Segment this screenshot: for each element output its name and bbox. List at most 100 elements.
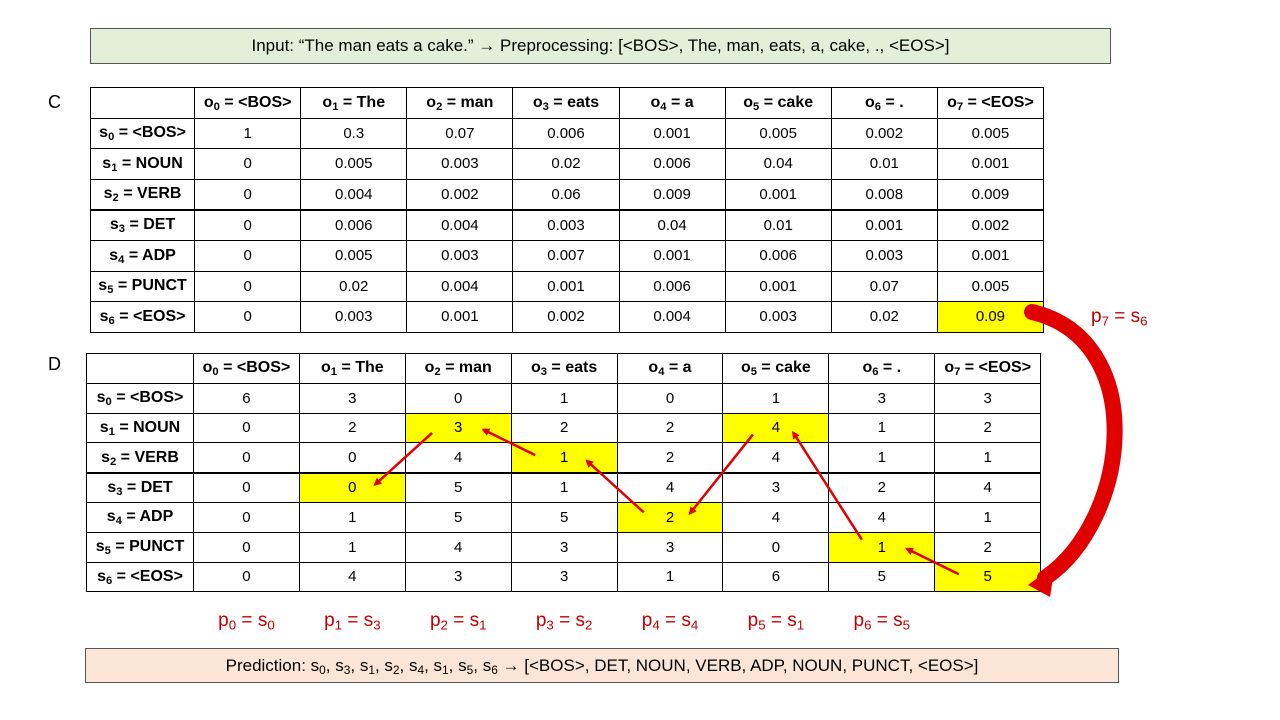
p-symbol: p3 = xyxy=(535,610,576,633)
table-cell: 0.001 xyxy=(936,239,1045,272)
row-label: s2 = VERB xyxy=(101,448,179,468)
table-cell: 0.008 xyxy=(830,178,938,211)
table-cell: 4 xyxy=(298,561,406,593)
path-label: p4 = s4 xyxy=(642,610,699,632)
table-cell: 0.002 xyxy=(936,208,1045,241)
row-label: s5 = PUNCT xyxy=(95,538,185,557)
table-c-col-header: o5 = cake xyxy=(724,87,832,119)
table-cell: 0 xyxy=(194,178,302,211)
s-symbol: s4 xyxy=(681,610,699,633)
table-d-col-header: o5 = cake xyxy=(722,353,830,384)
table-cell: 0.3 xyxy=(300,117,408,150)
table-d-row-header: s6 = <EOS> xyxy=(86,561,194,593)
table-cell: 3 xyxy=(298,382,406,414)
table-cell: 0.02 xyxy=(830,301,938,333)
column-label: o2 = man xyxy=(426,93,494,113)
s-symbol: s3 xyxy=(363,610,381,633)
table-d-label: D xyxy=(48,354,61,374)
table-cell: 5 xyxy=(828,561,936,593)
prediction-state: s0, xyxy=(310,655,336,677)
table-row: s2 = VERB 0 0.004 0.002 0.06 0.009 0.001 0.008 0… xyxy=(89,178,1045,211)
table-cell: 4 xyxy=(404,442,512,474)
table-cell: 0 xyxy=(194,270,302,303)
table-c-col-header: o2 = man xyxy=(406,87,514,119)
table-cell: 0 xyxy=(193,531,300,563)
highlighted-cell: 4 xyxy=(722,412,830,444)
table-cell: 0 xyxy=(193,561,300,593)
row-label: s6 = <EOS> xyxy=(99,307,186,327)
table-cell: 0 xyxy=(193,501,300,533)
highlighted-cell: 2 xyxy=(616,501,724,533)
highlighted-cell: 0.09 xyxy=(936,301,1045,333)
s-symbol: s2 xyxy=(575,610,593,633)
column-label: o4 = a xyxy=(648,359,692,379)
table-row: s6 = <EOS> 0 4 3 3 1 6 5 5 xyxy=(86,561,1042,593)
table-c-row-header: s2 = VERB xyxy=(89,178,196,211)
table-cell: 4 xyxy=(616,471,724,503)
table-cell: 0.006 xyxy=(512,117,620,150)
table-cell: 3 xyxy=(722,471,830,503)
table-cell: 5 xyxy=(510,501,618,533)
table-d-col-header: o3 = eats xyxy=(510,353,618,384)
table-cell: 1 xyxy=(722,382,830,414)
table-cell: 0.003 xyxy=(300,301,408,333)
highlighted-cell: 1 xyxy=(828,531,936,563)
path-label: p0 = s0 xyxy=(218,610,275,632)
row-label: s6 = <EOS> xyxy=(97,567,183,587)
table-cell: 0 xyxy=(194,148,302,180)
table-c-corner-cell xyxy=(89,87,196,119)
table-cell: 0 xyxy=(404,382,512,414)
table-cell: 1 xyxy=(510,382,618,414)
row-label: s0 = <BOS> xyxy=(99,124,186,144)
path-label: p3 = s2 xyxy=(536,610,593,632)
highlighted-cell: 3 xyxy=(404,412,512,444)
table-cell: 1 xyxy=(298,531,406,563)
table-row: s3 = DET 0 0.006 0.004 0.003 0.04 0.01 0.001 0.0… xyxy=(89,208,1045,241)
table-cell: 3 xyxy=(510,531,618,563)
row-label: s4 = ADP xyxy=(109,246,176,266)
table-cell: 0.001 xyxy=(830,208,938,241)
table-d-row-header: s1 = NOUN xyxy=(86,412,194,444)
table-cell: 2 xyxy=(934,531,1042,563)
table-d-col-header: o4 = a xyxy=(616,353,724,384)
prediction-state: s1, xyxy=(433,655,459,677)
table-cell: 0.01 xyxy=(724,208,832,241)
table-cell: 3 xyxy=(616,531,724,563)
table-row: s2 = VERB 0 0 4 1 2 4 1 1 xyxy=(86,442,1042,474)
table-cell: 0.005 xyxy=(300,148,408,180)
table-d-col-header: o1 = The xyxy=(298,353,406,384)
table-cell: 4 xyxy=(934,471,1042,503)
prediction-state: s6 xyxy=(482,655,498,677)
table-cell: 0.005 xyxy=(936,270,1045,303)
table-cell: 0.005 xyxy=(300,239,408,272)
table-cell: 0.009 xyxy=(618,178,726,211)
column-label: o0 = <BOS> xyxy=(203,93,292,113)
table-d-row-header: s2 = VERB xyxy=(86,442,194,474)
path-label: p5 = s1 xyxy=(748,610,805,632)
table-cell: 5 xyxy=(404,501,512,533)
s-symbol: s1 xyxy=(469,610,487,633)
column-label: o1 = The xyxy=(320,359,384,379)
column-label: o5 = cake xyxy=(743,93,814,113)
row-label: s3 = DET xyxy=(109,216,176,236)
table-cell: 3 xyxy=(510,561,618,593)
row-label: s4 = ADP xyxy=(106,508,174,528)
input-preprocessing-box: Input: “The man eats a cake.” → Preproce… xyxy=(90,28,1111,64)
table-cell: 0.007 xyxy=(512,239,620,272)
prediction-state: s5, xyxy=(458,655,483,677)
table-cell: 0.07 xyxy=(830,270,938,303)
column-label: o7 = <EOS> xyxy=(947,93,1034,113)
table-d-col-header: o7 = <EOS> xyxy=(934,353,1042,384)
table-row: s0 = <BOS> 1 0.3 0.07 0.006 0.001 0.005 0.002 0.… xyxy=(89,117,1045,150)
table-cell: 1 xyxy=(510,471,618,503)
table-cell: 3 xyxy=(934,382,1042,414)
table-c-col-header: o4 = a xyxy=(618,87,726,119)
table-cell: 0.006 xyxy=(300,208,408,241)
table-row: s3 = DET 0 0 5 1 4 3 2 4 xyxy=(86,471,1042,503)
table-cell: 0.001 xyxy=(618,239,726,272)
table-cell: 3 xyxy=(828,382,936,414)
table-c-row-header: s3 = DET xyxy=(89,208,196,241)
row-label: s2 = VERB xyxy=(103,185,182,205)
s-symbol: s0 xyxy=(257,610,275,633)
table-cell: 0.005 xyxy=(936,117,1045,150)
